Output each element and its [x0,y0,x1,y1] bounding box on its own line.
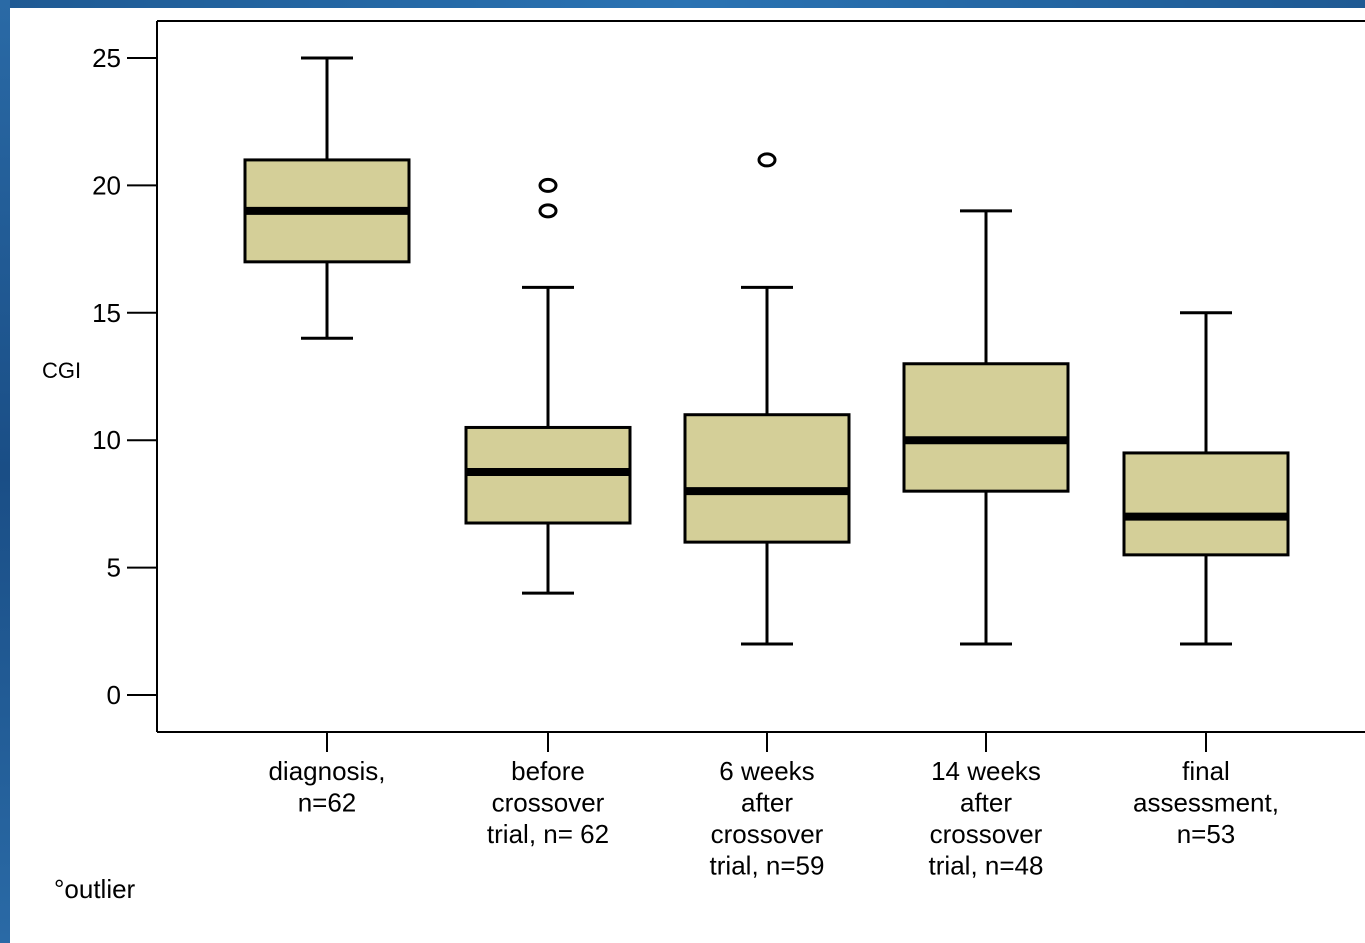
y-tick-label: 20 [92,170,121,200]
category-label-line: n=53 [1177,819,1236,849]
top-border [0,0,1365,8]
box-group [243,56,411,340]
outlier-point [538,177,558,193]
category-label-line: crossover [711,819,824,849]
category-label-line: diagnosis, [268,756,385,786]
box-group [1122,311,1290,646]
y-tick-label: 0 [107,680,121,710]
outlier-note: °outlier [54,874,136,904]
box-group [464,177,632,595]
category-label: final assessment, n=53 [1133,756,1279,849]
category-label-line: before [511,756,585,786]
category-label-line: trial, n=48 [929,851,1044,881]
category-label-line: assessment, [1133,788,1279,818]
y-tick-label: 5 [107,553,121,583]
iqr-box [683,413,851,544]
category-label: 14 weeks after crossover trial, n=48 [929,756,1044,881]
category-label: diagnosis, n=62 [268,756,385,818]
box-group [902,209,1070,646]
y-tick-label: 10 [92,425,121,455]
iqr-box [902,362,1070,493]
box-group [683,152,851,646]
category-label-line: crossover [492,788,605,818]
category-label-line: 6 weeks [719,756,814,786]
category-label-line: 14 weeks [931,756,1041,786]
outlier-point [538,203,558,219]
left-border [0,0,10,943]
category-label: before crossover trial, n= 62 [487,756,609,849]
category-label-line: final [1182,756,1230,786]
category-label-line: trial, n=59 [710,851,825,881]
axes: 0 5 10 15 20 25 [92,20,1365,752]
category-label: 6 weeks after crossover trial, n=59 [710,756,825,881]
category-label-line: after [960,788,1012,818]
boxes [243,56,1290,646]
category-label-line: crossover [930,819,1043,849]
y-tick-label: 25 [92,43,121,73]
iqr-box [1122,451,1290,557]
category-label-line: n=62 [298,788,357,818]
outlier-point [757,152,777,168]
y-axis-label: CGI [42,358,81,383]
y-tick-label: 15 [92,298,121,328]
category-label-line: after [741,788,793,818]
category-label-line: trial, n= 62 [487,819,609,849]
